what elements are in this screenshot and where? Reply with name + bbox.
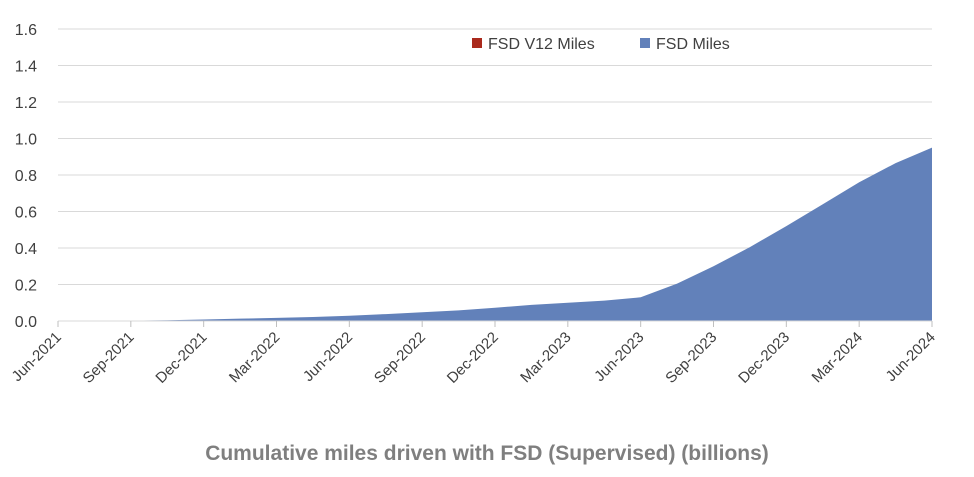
y-tick-label: 1.4 bbox=[15, 59, 37, 76]
x-tick-label: Sep-2023 bbox=[662, 329, 720, 387]
x-tick-label: Jun-2021 bbox=[9, 329, 65, 385]
y-tick-label: 1.0 bbox=[15, 132, 37, 149]
y-tick-label: 1.6 bbox=[15, 22, 37, 39]
y-tick-label: 0.8 bbox=[15, 168, 37, 185]
y-tick-label: 0.2 bbox=[15, 278, 37, 295]
y-tick-label: 0.6 bbox=[15, 205, 37, 222]
area-fsd-miles bbox=[58, 147, 932, 321]
x-tick-label: Sep-2021 bbox=[80, 329, 138, 387]
y-tick-label: 0.4 bbox=[15, 241, 37, 258]
legend: FSD V12 Miles FSD Miles bbox=[472, 36, 730, 53]
x-tick-label: Mar-2023 bbox=[517, 329, 574, 386]
x-axis: Jun-2021 Sep-2021 Dec-2021 Mar-2022 Jun-2022… bbox=[9, 320, 939, 387]
x-tick-label: Jun-2022 bbox=[300, 329, 356, 385]
x-axis-title: Cumulative miles driven with FSD (Superv… bbox=[205, 442, 769, 465]
legend-label: FSD Miles bbox=[656, 36, 730, 53]
x-tick-label: Jun-2023 bbox=[591, 329, 647, 385]
x-tick-label: Dec-2023 bbox=[735, 329, 793, 387]
chart-areas bbox=[58, 147, 932, 321]
y-axis-ticks: 0.0 0.2 0.4 0.6 0.8 1.0 1.2 1.4 1.6 bbox=[15, 22, 37, 331]
y-tick-label: 0.0 bbox=[15, 314, 37, 331]
legend-label: FSD V12 Miles bbox=[488, 36, 595, 53]
x-tick-label: Mar-2024 bbox=[809, 329, 866, 386]
x-tick-label: Jun-2024 bbox=[883, 329, 939, 385]
area-chart: 0.0 0.2 0.4 0.6 0.8 1.0 1.2 1.4 1.6 Jun-2021 Sep-… bbox=[9, 22, 939, 387]
x-tick-label: Sep-2022 bbox=[371, 329, 429, 387]
legend-swatch bbox=[472, 38, 482, 48]
y-tick-label: 1.2 bbox=[15, 95, 37, 112]
x-tick-label: Dec-2021 bbox=[152, 329, 210, 387]
x-tick-label: Mar-2022 bbox=[226, 329, 283, 386]
legend-swatch bbox=[640, 38, 650, 48]
gridlines bbox=[58, 28, 932, 285]
x-tick-label: Dec-2022 bbox=[444, 329, 502, 387]
